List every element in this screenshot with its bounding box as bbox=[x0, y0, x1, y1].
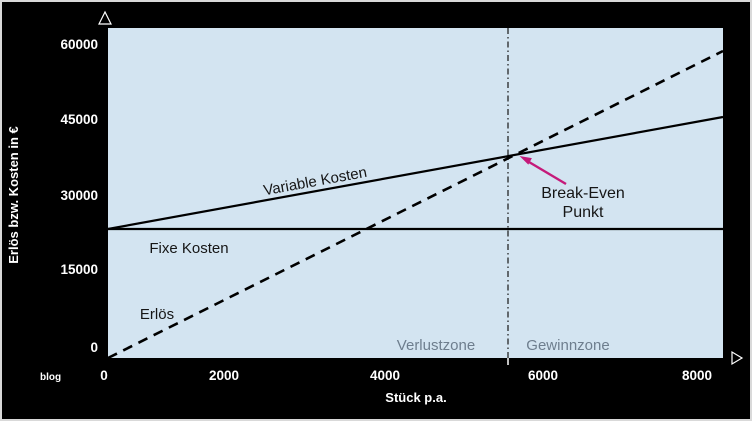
watermark-text: blog bbox=[40, 372, 61, 383]
variable-kosten-line bbox=[107, 115, 724, 231]
y-tick-45000: 45000 bbox=[60, 112, 98, 127]
y-axis-ticks: 60000 45000 30000 15000 0 bbox=[60, 37, 98, 355]
x-axis-title: Stück p.a. bbox=[385, 390, 446, 405]
erloes-label: Erlös bbox=[140, 306, 174, 323]
x-axis-arrow-icon bbox=[731, 350, 744, 366]
gewinnzone-label: Gewinnzone bbox=[526, 337, 609, 354]
fixe-kosten-label: Fixe Kosten bbox=[149, 240, 228, 257]
x-tick-8000: 8000 bbox=[682, 368, 712, 383]
plot-area bbox=[108, 28, 723, 358]
verlustzone-label: Verlustzone bbox=[397, 337, 475, 354]
break-even-arrow-icon bbox=[519, 156, 567, 186]
erloes-line bbox=[107, 49, 724, 360]
y-axis-title: Erlös bzw. Kosten in € bbox=[6, 126, 21, 263]
y-tick-15000: 15000 bbox=[60, 262, 98, 277]
y-axis-arrow-icon bbox=[98, 10, 112, 25]
x-tick-4000: 4000 bbox=[370, 368, 400, 383]
y-tick-60000: 60000 bbox=[60, 37, 98, 52]
x-tick-2000: 2000 bbox=[209, 368, 239, 383]
y-tick-0: 0 bbox=[90, 340, 98, 355]
y-tick-30000: 30000 bbox=[60, 188, 98, 203]
break-even-label-line1: Break-Even bbox=[541, 185, 625, 202]
break-even-label-line2: Punkt bbox=[563, 204, 604, 221]
x-tick-0: 0 bbox=[100, 368, 108, 383]
x-axis-ticks: 0 2000 4000 6000 8000 bbox=[100, 368, 712, 383]
x-tick-6000: 6000 bbox=[528, 368, 558, 383]
